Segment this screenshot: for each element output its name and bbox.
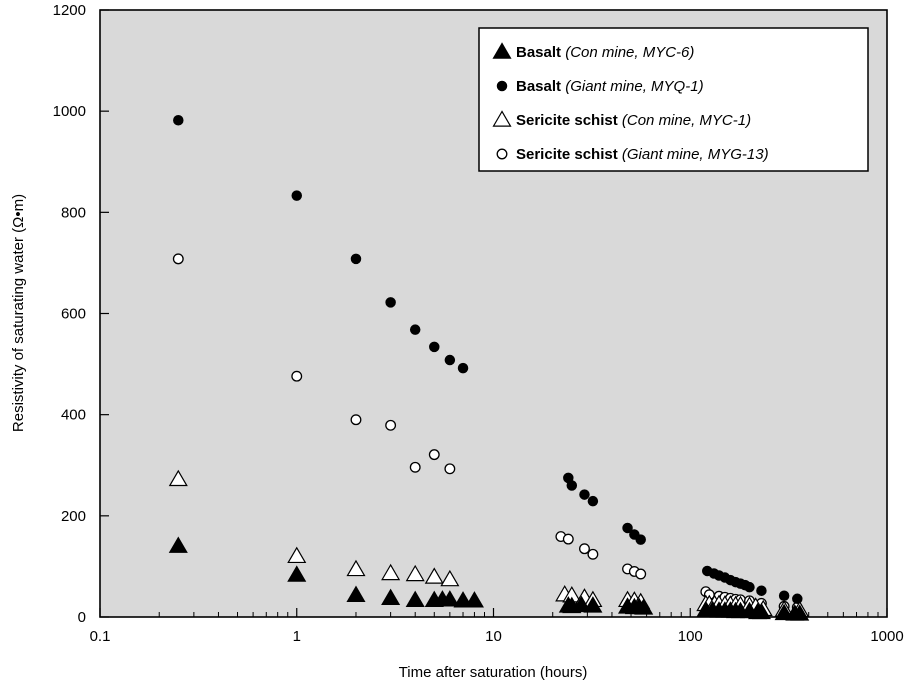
y-tick-label: 1000 [53,103,86,120]
data-point [350,253,362,265]
legend-label: Basalt (Con mine, MYC-6) [516,44,694,61]
legend-marker [496,148,508,160]
legend-series-detail: (Giant mine, MYQ-1) [561,78,704,95]
data-point [409,324,421,335]
data-point [778,590,790,602]
data-point [287,546,307,564]
y-axis-label: Resistivity of saturating water (Ω•m) [10,194,27,432]
y-tick-label: 200 [61,508,86,525]
data-point [566,480,578,491]
data-point [444,354,456,366]
y-tick-label: 0 [78,609,86,626]
data-point [405,564,425,582]
data-point [587,548,599,560]
legend-label: Basalt (Giant mine, MYQ-1) [516,78,704,95]
data-point [381,588,401,606]
data-point [562,533,574,545]
axis-tick-labels: 0.1 1 10 100 1000 0 200 400 600 800 1000 1200 [53,2,904,645]
legend-marker [496,80,508,92]
data-point [635,534,646,545]
data-point [350,414,362,426]
x-tick-label: 10 [485,628,502,645]
data-point [291,190,302,201]
data-point [444,463,456,475]
data-point [792,593,803,605]
y-tick-label: 600 [61,306,86,323]
data-point [168,469,188,487]
x-tick-label: 100 [678,628,703,645]
data-point [346,559,366,577]
x-tick-label: 1000 [870,628,903,645]
data-point [168,536,188,553]
y-tick-label: 800 [61,204,86,221]
legend-series-name: Sericite schist [516,112,618,129]
data-point [440,590,460,607]
data-point [346,585,366,602]
x-tick-label: 1 [293,628,301,645]
data-point [635,568,647,580]
legend-marker [492,42,512,59]
data-point [453,591,473,608]
legend-series-detail: (Con mine, MYC-1) [618,112,751,129]
x-tick-label: 0.1 [90,628,111,645]
legend-series-name: Sericite schist [516,146,618,163]
data-point [291,370,303,382]
legend-series-name: Basalt [516,44,561,61]
legend-marker [492,110,512,127]
data-point [756,585,767,596]
data-point [464,591,484,608]
data-point [579,543,590,555]
data-point [424,567,444,584]
data-point [634,598,654,615]
data-markers [168,115,810,621]
legend: Basalt (Con mine, MYC-6)Basalt (Giant mi… [478,27,869,172]
y-tick-label: 400 [61,407,86,424]
data-point [744,581,755,593]
data-point [385,419,397,431]
data-point [790,604,810,621]
x-axis-label: Time after saturation (hours) [399,664,588,681]
data-point [622,522,633,534]
legend-box [478,27,869,172]
legend-series-name: Basalt [516,78,561,95]
data-point [579,489,590,500]
data-point [428,449,440,461]
legend-label: Sericite schist (Giant mine, MYG-13) [516,146,769,163]
data-point [751,602,771,620]
data-point [405,590,425,608]
legend-series-detail: (Con mine, MYC-6) [561,44,694,61]
data-point [583,596,603,613]
data-point [381,563,401,581]
data-point [429,341,440,353]
legend-entries: Basalt (Con mine, MYC-6)Basalt (Giant mi… [492,42,769,163]
data-point [173,115,184,126]
data-point [409,461,421,473]
data-point [440,569,460,587]
legend-series-detail: (Giant mine, MYG-13) [618,146,769,163]
data-point [287,565,307,582]
data-point [385,297,396,308]
data-point [457,362,469,374]
axis-ticks [99,9,888,618]
data-point [571,595,592,613]
y-tick-label: 1200 [53,2,86,19]
data-point [172,253,184,265]
data-point [587,495,599,507]
legend-label: Sericite schist (Con mine, MYC-1) [516,112,751,129]
